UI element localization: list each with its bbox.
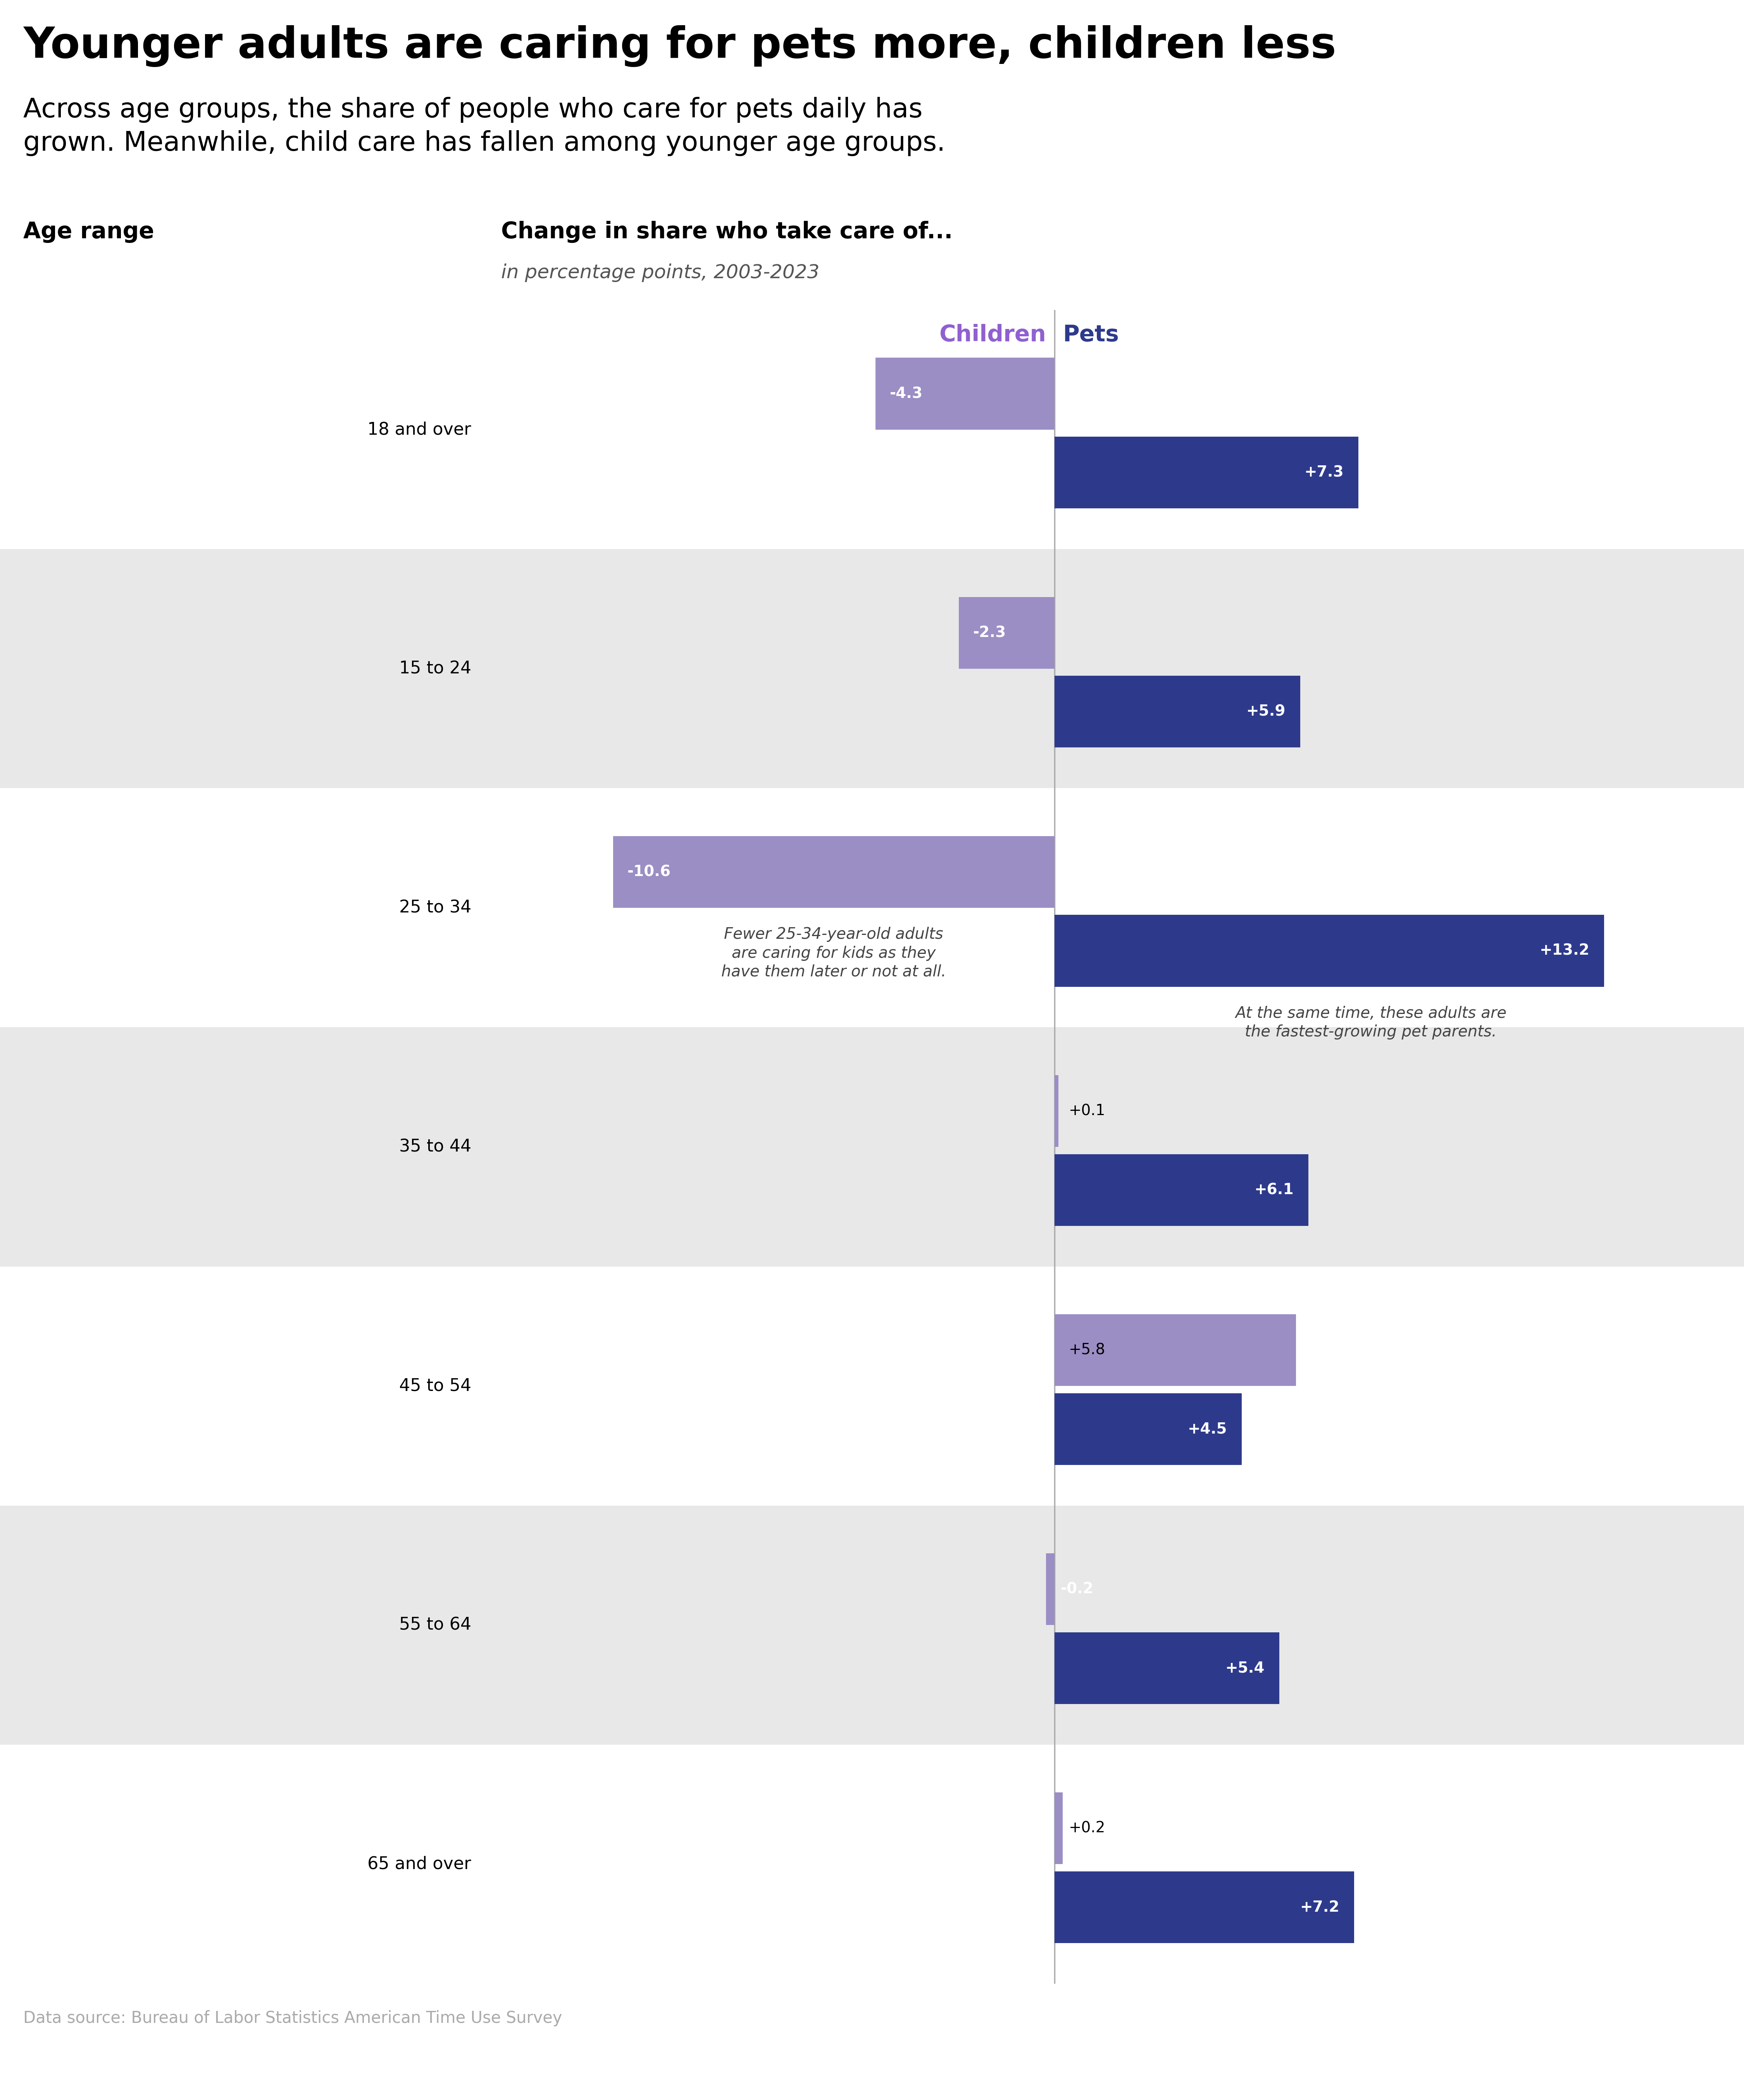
Text: +5.9: +5.9 [1247, 704, 1285, 718]
Text: Younger adults are caring for pets more, children less: Younger adults are caring for pets more,… [23, 25, 1336, 67]
Text: in percentage points, 2003-2023: in percentage points, 2003-2023 [501, 262, 820, 281]
Bar [1055, 1075, 1059, 1147]
Text: Children: Children [940, 323, 1046, 346]
Bar [1055, 1632, 1280, 1703]
Text: 45 to 54: 45 to 54 [399, 1378, 471, 1394]
Text: +5.8: +5.8 [1069, 1342, 1106, 1357]
Text: 65 and over: 65 and over [368, 1856, 471, 1873]
Text: +5.4: +5.4 [1226, 1661, 1264, 1676]
Text: Fewer 25-34-year-old adults
are caring for kids as they
have them later or not a: Fewer 25-34-year-old adults are caring f… [722, 926, 947, 979]
Text: Change in share who take care of...: Change in share who take care of... [501, 221, 952, 244]
Text: -2.3: -2.3 [973, 626, 1006, 640]
Text: Pets: Pets [1062, 323, 1120, 346]
Bar [1055, 437, 1359, 508]
Text: +0.1: +0.1 [1069, 1105, 1106, 1119]
Bar [1055, 1392, 1242, 1466]
Text: +4.5: +4.5 [1188, 1422, 1228, 1436]
Bar [1055, 1155, 1308, 1226]
Bar [1055, 1315, 1296, 1386]
Bar [1046, 1554, 1055, 1625]
Text: +7.3: +7.3 [1305, 466, 1345, 481]
Text: 15 to 24: 15 to 24 [399, 659, 471, 676]
Text: +13.2: +13.2 [1540, 943, 1589, 958]
Text: 55 to 64: 55 to 64 [399, 1617, 471, 1634]
Text: Across age groups, the share of people who care for pets daily has
grown. Meanwh: Across age groups, the share of people w… [23, 97, 945, 155]
Text: +6.1: +6.1 [1254, 1182, 1294, 1197]
Text: +7.2: +7.2 [1301, 1901, 1339, 1915]
Text: -10.6: -10.6 [628, 865, 671, 880]
Bar [612, 836, 1055, 907]
Text: +0.2: +0.2 [1069, 1821, 1106, 1835]
Bar [1055, 1793, 1062, 1865]
Bar [1055, 916, 1604, 987]
Text: At the same time, these adults are
the fastest-growing pet parents.: At the same time, these adults are the f… [1235, 1006, 1507, 1040]
Text: Age range: Age range [23, 221, 153, 244]
Bar [959, 596, 1055, 668]
Text: 18 and over: 18 and over [368, 422, 471, 439]
Text: -4.3: -4.3 [889, 386, 923, 401]
Bar [1055, 676, 1299, 748]
Text: 25 to 34: 25 to 34 [399, 899, 471, 916]
Text: 35 to 44: 35 to 44 [399, 1138, 471, 1155]
Text: -0.2: -0.2 [1060, 1581, 1093, 1596]
Bar [1055, 1871, 1355, 1943]
Text: Data source: Bureau of Labor Statistics American Time Use Survey: Data source: Bureau of Labor Statistics … [23, 2010, 562, 2026]
Bar [875, 357, 1055, 430]
